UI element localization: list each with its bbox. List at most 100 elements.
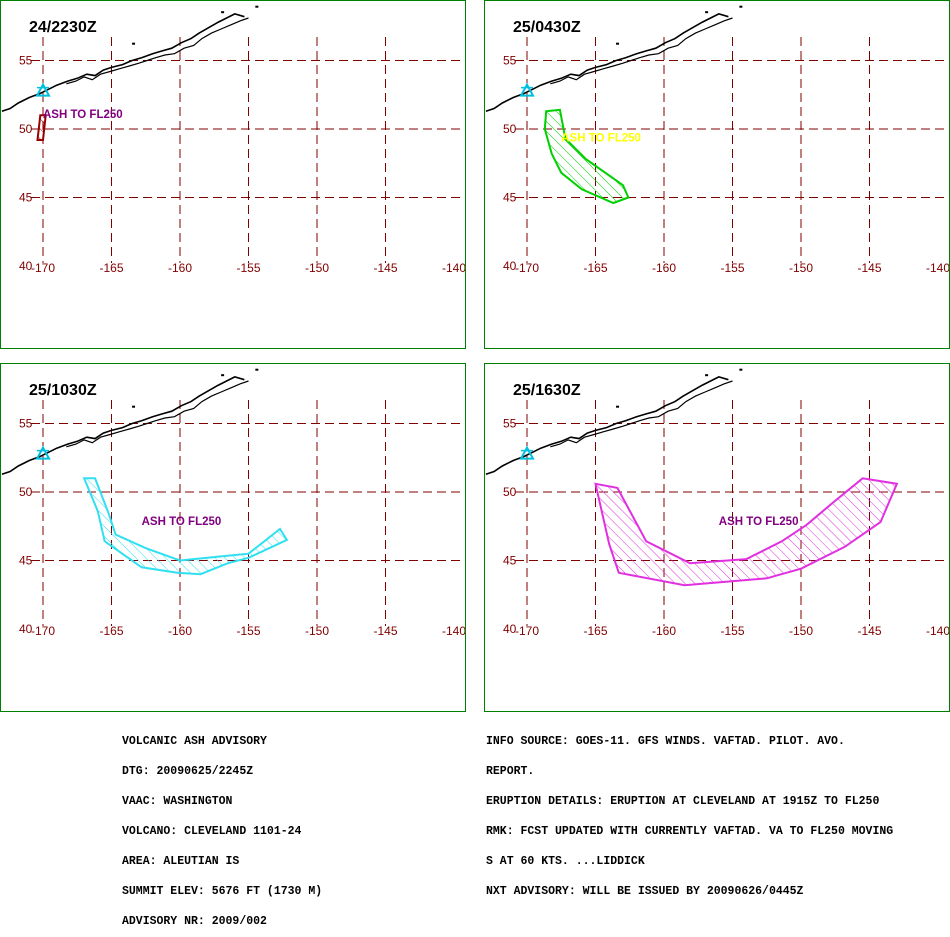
advisory-line: RMK: FCST UPDATED WITH CURRENTLY VAFTAD.… xyxy=(486,825,894,838)
island-mark xyxy=(739,368,743,371)
lon-tick-label: -145 xyxy=(373,624,397,638)
island-mark xyxy=(221,11,225,14)
lon-tick-label: -165 xyxy=(583,624,607,638)
lat-tick-label: 50 xyxy=(503,485,517,499)
volcano-icon xyxy=(35,82,51,97)
lon-tick-label: -170 xyxy=(515,261,539,275)
lon-tick-label: -155 xyxy=(236,261,260,275)
coastline xyxy=(1,13,245,112)
advisory-line: ADVISORY NR: 2009/002 xyxy=(122,915,267,928)
panel-time-label: 25/0430Z xyxy=(513,19,581,36)
map-svg-4: 55 50 45 40-170 -165 -160 -155 -150 -145 -140 ASH … xyxy=(485,368,949,638)
advisory-line: AREA: ALEUTIAN IS xyxy=(122,855,240,868)
island-mark xyxy=(221,374,225,377)
lon-tick-label: -160 xyxy=(168,624,192,638)
map-svg-3: 55 50 45 40-170 -165 -160 -155 -150 -145 -140 ASH … xyxy=(1,368,465,638)
advisory-line: NXT ADVISORY: WILL BE ISSUED BY 20090626… xyxy=(486,885,804,898)
coastline xyxy=(550,17,733,85)
advisory-left-text: VOLCANIC ASH ADVISORY DTG: 20090625/2245… xyxy=(122,717,322,937)
island-mark xyxy=(255,5,259,8)
lon-tick-label: -165 xyxy=(99,261,123,275)
lat-tick-label: 50 xyxy=(19,485,33,499)
ash-cloud-polygon xyxy=(82,477,289,576)
forecast-panel-2: 55 50 45 40 -170 -165 -160 -155 -150 -145 -140 ASH … xyxy=(484,0,950,349)
lon-tick-label: -170 xyxy=(31,261,55,275)
map-svg-1: 55 50 45 40-170 -165 -160 -155 -150 -145 -140 ASH … xyxy=(1,5,465,275)
lat-tick-label: 45 xyxy=(19,191,33,205)
forecast-panel-3: 55 50 45 40 -170 -165 -160 -155 -150 -145 -140 ASH … xyxy=(0,363,466,712)
lat-tick-label: 50 xyxy=(19,122,33,136)
lat-tick-label: 45 xyxy=(503,554,517,568)
panel-time-label: 25/1630Z xyxy=(513,382,581,399)
lat-tick-label: 45 xyxy=(503,191,517,205)
advisory-line: DTG: 20090625/2245Z xyxy=(122,765,254,778)
advisory-line: INFO SOURCE: GOES-11. GFS WINDS. VAFTAD.… xyxy=(486,735,845,748)
grid-lines xyxy=(515,400,949,626)
lon-tick-label: -155 xyxy=(720,624,744,638)
lon-tick-label: -140 xyxy=(442,261,465,275)
forecast-panel-1: 55 50 45 40 -170 -165 -160 -155 -150 -145 -140 ASH … xyxy=(0,0,466,349)
lat-tick-label: 40 xyxy=(19,622,33,636)
lat-tick-label: 45 xyxy=(19,554,33,568)
lon-tick-label: -145 xyxy=(373,261,397,275)
lat-tick-label: 55 xyxy=(19,417,33,431)
island-mark xyxy=(616,42,620,45)
lon-tick-label: -150 xyxy=(789,624,813,638)
ash-label: ASH TO FL250 xyxy=(561,132,641,144)
ash-label: ASH TO FL250 xyxy=(719,516,799,528)
lon-tick-label: -150 xyxy=(305,261,329,275)
advisory-line: VAAC: WASHINGTON xyxy=(122,795,233,808)
volcano-icon xyxy=(35,445,51,460)
map-svg-2: 55 50 45 40-170 -165 -160 -155 -150 -145 -140 ASH … xyxy=(485,5,949,275)
lon-tick-label: -160 xyxy=(168,261,192,275)
island-mark xyxy=(705,374,709,377)
advisory-right-text: INFO SOURCE: GOES-11. GFS WINDS. VAFTAD.… xyxy=(486,717,893,907)
lon-tick-label: -155 xyxy=(720,261,744,275)
panel-time-label: 25/1030Z xyxy=(29,382,97,399)
advisory-line: S AT 60 KTS. ...LIDDICK xyxy=(486,855,645,868)
lon-tick-label: -160 xyxy=(652,261,676,275)
lat-tick-label: 40 xyxy=(503,259,517,273)
lat-tick-label: 55 xyxy=(503,54,517,68)
grid-lines xyxy=(515,37,949,263)
lon-tick-label: -165 xyxy=(99,624,123,638)
ash-cloud-polygon xyxy=(543,108,630,205)
lon-tick-label: -145 xyxy=(857,624,881,638)
coastline xyxy=(1,376,245,475)
lon-tick-label: -170 xyxy=(515,624,539,638)
volcano-icon xyxy=(519,82,535,97)
island-mark xyxy=(616,405,620,408)
island-mark xyxy=(255,368,259,371)
lon-tick-label: -150 xyxy=(305,624,329,638)
lon-tick-label: -140 xyxy=(442,624,465,638)
ash-cloud-polygon xyxy=(594,477,899,587)
lon-tick-label: -160 xyxy=(652,624,676,638)
lon-tick-label: -150 xyxy=(789,261,813,275)
lon-tick-label: -140 xyxy=(926,261,949,275)
island-mark xyxy=(132,42,136,45)
lat-tick-label: 55 xyxy=(503,417,517,431)
ash-label: ASH TO FL250 xyxy=(142,516,222,528)
lat-tick-label: 50 xyxy=(503,122,517,136)
advisory-line: REPORT. xyxy=(486,765,535,778)
lon-tick-label: -170 xyxy=(31,624,55,638)
lon-tick-label: -140 xyxy=(926,624,949,638)
advisory-line: ERUPTION DETAILS: ERUPTION AT CLEVELAND … xyxy=(486,795,880,808)
island-mark xyxy=(705,11,709,14)
lon-tick-label: -145 xyxy=(857,261,881,275)
lat-tick-label: 40 xyxy=(503,622,517,636)
forecast-panel-4: 55 50 45 40 -170 -165 -160 -155 -150 -145 -140 ASH … xyxy=(484,363,950,712)
coastline xyxy=(66,380,249,448)
advisory-line: VOLCANO: CLEVELAND 1101-24 xyxy=(122,825,302,838)
grid-lines xyxy=(31,37,465,263)
lat-tick-label: 40 xyxy=(19,259,33,273)
coastline xyxy=(485,376,729,475)
lon-tick-label: -165 xyxy=(583,261,607,275)
volcano-icon xyxy=(519,445,535,460)
ash-label: ASH TO FL250 xyxy=(43,109,123,121)
coastline xyxy=(550,380,733,448)
advisory-line: VOLCANIC ASH ADVISORY xyxy=(122,735,267,748)
ash-cloud-polygon xyxy=(36,114,47,141)
island-mark xyxy=(739,5,743,8)
coastline xyxy=(485,13,729,112)
